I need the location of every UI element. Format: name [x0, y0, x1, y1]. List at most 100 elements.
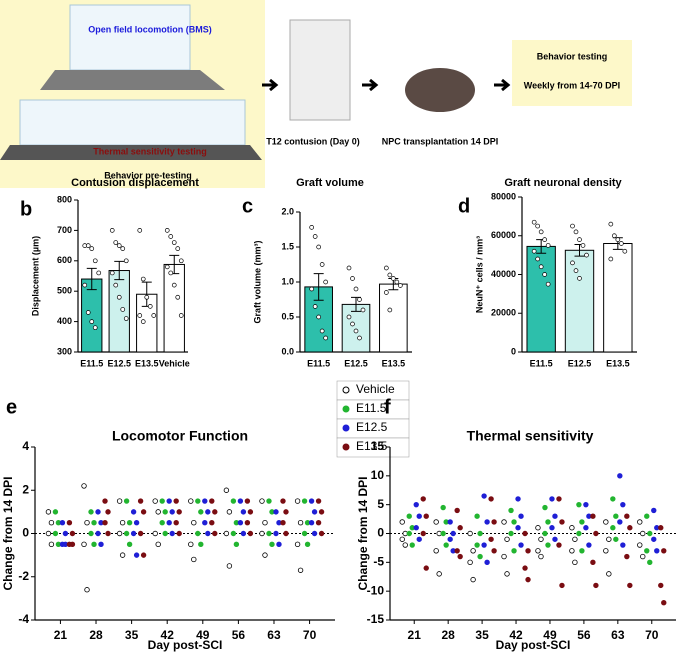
y-tick-label: 0.0	[281, 346, 294, 356]
data-point	[319, 328, 325, 334]
data-point	[152, 498, 158, 504]
data-point	[48, 541, 55, 548]
data-point	[319, 262, 325, 267]
data-point	[647, 559, 653, 566]
data-point	[212, 509, 218, 515]
x-tick-label: E11.5	[80, 358, 103, 368]
data-point	[209, 519, 215, 526]
x-tick-label: 70	[303, 628, 317, 642]
data-point	[484, 559, 490, 566]
data-point	[624, 513, 630, 519]
data-point	[105, 509, 111, 515]
data-point	[311, 509, 318, 515]
y-tick-label: -15	[367, 612, 385, 626]
data-point	[620, 542, 626, 548]
data-point	[576, 530, 582, 537]
data-point	[297, 567, 304, 573]
data-point	[116, 294, 122, 300]
data-point	[166, 498, 172, 504]
data-point	[647, 530, 653, 537]
data-point	[309, 225, 315, 230]
data-point	[202, 498, 208, 504]
data-point	[45, 530, 52, 537]
data-point	[205, 509, 211, 515]
data-point	[491, 548, 497, 554]
y-tick-label: 2	[22, 482, 29, 496]
data-point	[350, 276, 355, 281]
data-point	[559, 519, 565, 525]
data-point	[608, 256, 614, 262]
chart-title: Thermal sensitivity	[467, 428, 594, 444]
bar	[603, 243, 633, 353]
data-point	[481, 542, 487, 548]
data-point	[262, 519, 268, 526]
data-point	[617, 473, 623, 479]
data-point	[116, 498, 123, 504]
data-point	[573, 268, 579, 273]
x-tick-label: E13.5	[135, 358, 159, 368]
y-tick-label: 40000	[491, 269, 516, 279]
data-point	[658, 525, 664, 531]
data-point	[423, 565, 429, 571]
data-point	[230, 530, 237, 537]
data-point	[59, 519, 66, 526]
panel-letter: f	[384, 396, 391, 418]
data-point	[273, 530, 279, 537]
data-point	[323, 335, 329, 341]
data-point	[301, 498, 308, 504]
data-point	[81, 541, 87, 548]
data-point	[488, 536, 494, 542]
data-point	[283, 509, 289, 515]
data-point	[436, 571, 442, 577]
data-point	[525, 548, 531, 554]
data-point	[247, 509, 254, 515]
data-point	[91, 519, 97, 526]
data-point	[549, 525, 555, 531]
data-point	[308, 498, 315, 504]
data-point	[91, 541, 97, 548]
x-tick-label: E12.5	[107, 358, 131, 368]
y-tick-label: 600	[57, 255, 72, 265]
y-tick-label: 2.0	[281, 206, 294, 216]
bar	[341, 303, 371, 353]
arrow	[362, 78, 379, 92]
data-point	[323, 279, 329, 285]
data-point	[315, 498, 322, 504]
data-point	[195, 530, 201, 537]
data-point	[387, 307, 393, 313]
data-point	[312, 234, 318, 239]
data-point	[504, 536, 510, 542]
data-point	[88, 509, 94, 515]
data-point	[357, 335, 362, 341]
data-point	[266, 498, 272, 504]
legend-label: E12.5	[356, 420, 388, 434]
data-point	[501, 553, 507, 560]
y-tick-label: 20000	[491, 308, 516, 318]
data-point	[545, 243, 551, 248]
data-point	[531, 219, 537, 225]
arena	[69, 4, 191, 71]
data-point	[470, 548, 476, 554]
panel-a: a Open field locomotion (BMS) Thermal se…	[0, 0, 632, 188]
error-bar	[313, 273, 324, 301]
data-point	[123, 258, 129, 264]
x-tick-label: 42	[161, 628, 175, 642]
data-point	[545, 281, 551, 287]
y-tick-label: 1.5	[281, 241, 294, 251]
data-point	[522, 530, 528, 537]
data-point	[481, 493, 487, 499]
data-point	[474, 513, 480, 519]
data-point	[316, 244, 322, 250]
y-axis-label: NeuN⁺ cells / mm³	[474, 236, 484, 313]
data-point	[583, 525, 589, 531]
data-point	[171, 240, 177, 245]
data-point	[433, 548, 439, 554]
data-point	[409, 542, 415, 548]
data-point	[188, 498, 194, 504]
data-point	[176, 530, 182, 537]
data-point	[85, 310, 91, 315]
data-point	[109, 270, 115, 276]
data-point	[357, 297, 362, 302]
data-point	[350, 321, 355, 327]
transplant-label: NPC transplantation 14 DPI	[382, 136, 499, 146]
